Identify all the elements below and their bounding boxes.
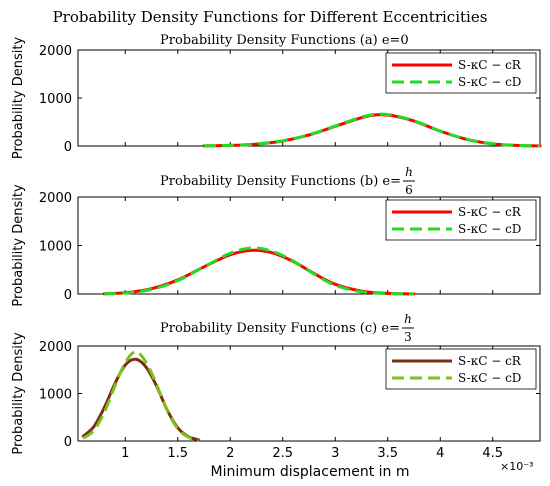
panel-a-legend-label: S-κC − cR [458, 58, 522, 72]
panel-c-xtick-label: 2.5 [272, 446, 293, 461]
panel-c-legend-label: S-κC − cD [458, 371, 521, 385]
panel-c-xtick-label: 4 [436, 446, 444, 461]
panel-a-ytick-label: 1000 [39, 92, 72, 107]
panel-c-xtick-label: 2 [226, 446, 234, 461]
panel-b-e-numerator: h [405, 165, 413, 179]
panels: Probability Density Functions (a) e=0010… [11, 33, 542, 461]
panel-b-title: Probability Density Functions (b) e= [160, 174, 401, 189]
figure-title: Probability Density Functions for Differ… [53, 8, 488, 26]
panel-b-legend-label: S-κC − cD [458, 222, 521, 236]
panel-a-legend: S-κC − cR S-κC − cD [385, 52, 537, 94]
panel-c-xtick-label: 4.5 [482, 446, 503, 461]
panel-a-ytick-label: 0 [64, 140, 72, 155]
panel-c-ytick-label: 1000 [39, 388, 72, 403]
x-axis-label: Minimum displacement in m [211, 464, 410, 480]
panel-b-ytick-label: 0 [64, 288, 72, 303]
panel-c-xtick-label: 3.5 [377, 446, 398, 461]
panel-c-ytick-label: 0 [64, 435, 72, 450]
panel-a-series-cD-line [203, 112, 541, 148]
panel-b-ytick-label: 2000 [39, 191, 72, 206]
panel-b-series-cR-line [102, 248, 416, 296]
panel-c-legend: S-κC − cR S-κC − cD [385, 348, 537, 390]
panel-a-ylabel: Probability Density [11, 37, 26, 160]
panel-a-series-cR-line [202, 113, 542, 148]
panel-a-title: Probability Density Functions (a) e=0 [160, 33, 409, 48]
panel-c-legend-box [385, 348, 537, 390]
panel-c-title: Probability Density Functions (c) e= [160, 321, 400, 336]
panel-a-legend-box [385, 52, 537, 94]
panel-c-xtick-label: 1.5 [167, 446, 188, 461]
panel-b-ytick-label: 1000 [39, 240, 72, 255]
panel-c-xtick-label: 3 [331, 446, 339, 461]
panel-c-ylabel: Probability Density [11, 332, 26, 455]
x-axis-exponent: ×10⁻³ [500, 460, 533, 473]
panel-b: Probability Density Functions (b) e= h 6 0 1… [11, 165, 541, 307]
panel-c-e-denominator: 3 [404, 330, 412, 344]
panel-c-ytick-label: 2000 [39, 340, 72, 355]
panel-c-series-cD-line [82, 350, 200, 442]
panel-c-series-cR-line [81, 357, 201, 442]
panel-b-legend-box [385, 199, 537, 241]
panel-b-ylabel: Probability Density [11, 184, 26, 307]
panel-b-series-cD-line [104, 246, 415, 296]
panel-c: Probability Density Functions (c) e= h 3 0 1… [11, 312, 541, 461]
panel-a-ytick-label: 2000 [39, 44, 72, 59]
panel-b-legend-label: S-κC − cR [458, 205, 522, 219]
panel-c-legend-label: S-κC − cR [458, 354, 522, 368]
panel-c-e-numerator: h [404, 312, 412, 326]
panel-a: Probability Density Functions (a) e=0 0 10… [11, 33, 542, 160]
panel-b-e-denominator: 6 [405, 183, 413, 197]
panel-b-legend: S-κC − cR S-κC − cD [385, 199, 537, 241]
panel-a-legend-label: S-κC − cD [458, 75, 521, 89]
panel-c-xtick-label: 1 [121, 446, 129, 461]
